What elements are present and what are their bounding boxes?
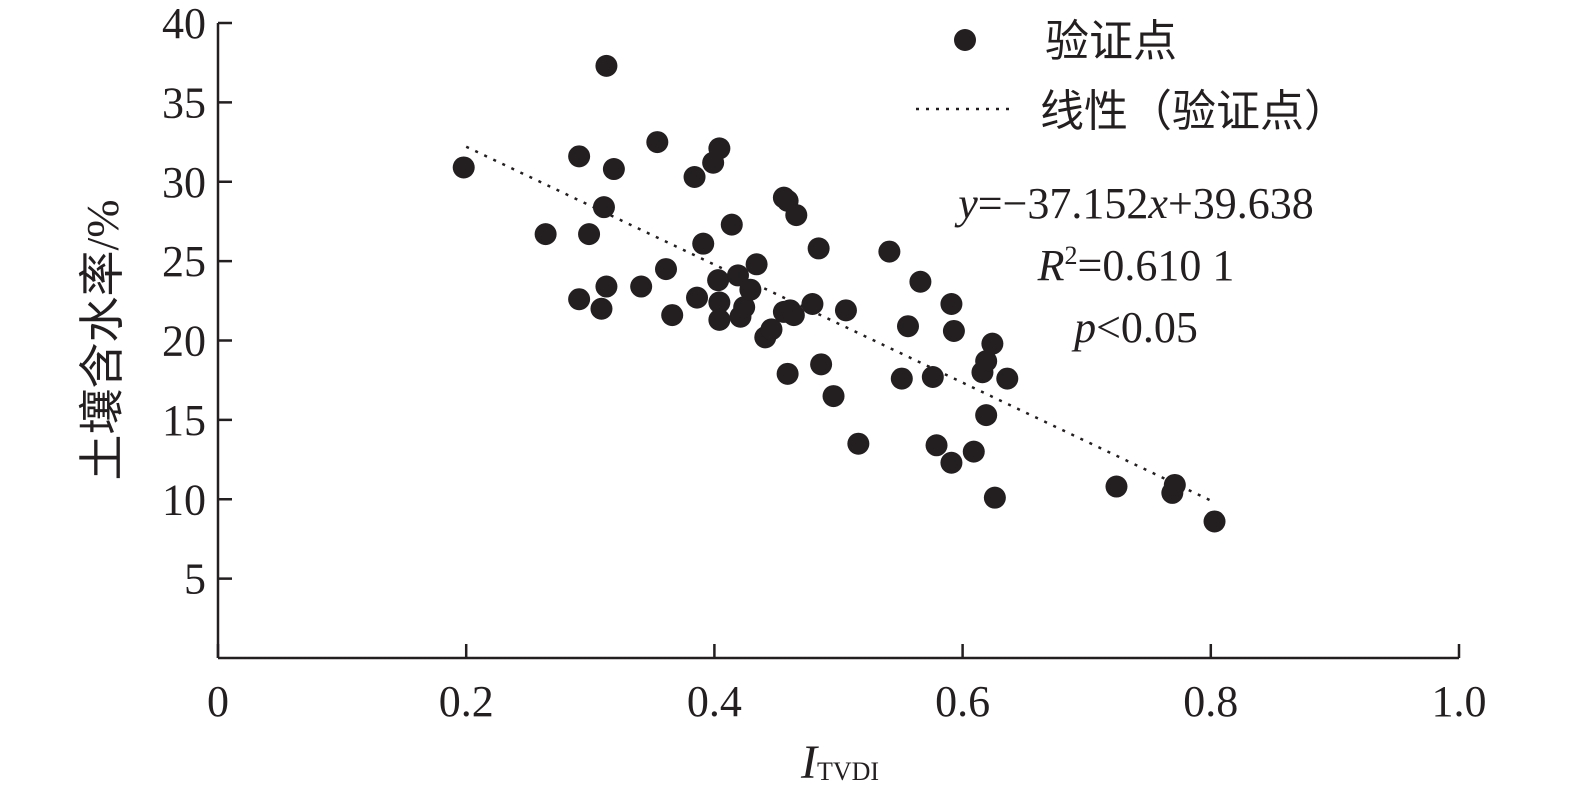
data-point [578,223,601,246]
y-tick-label: 30 [162,158,206,207]
data-points [452,54,1226,533]
data-point [878,240,901,263]
data-point [909,270,932,293]
r2-value: =0.610 1 [1078,241,1235,290]
data-point [568,288,591,311]
data-point [646,131,669,154]
data-point [733,296,756,319]
data-point [452,156,475,179]
r2-text: R2=0.610 1 [1037,241,1235,290]
y-tick-label: 25 [162,237,206,286]
data-point [975,404,998,427]
data-point [921,366,944,389]
p-text: p<0.05 [1071,303,1198,352]
data-point [745,253,768,276]
legend: 验证点 线性（验证点） [916,16,1348,137]
data-point [739,278,762,301]
y-tick-label: 10 [162,475,206,524]
x-tick-label: 0.8 [1183,677,1238,726]
data-point [707,269,730,292]
trendline [465,145,1212,502]
data-point [940,292,963,315]
equation-text: y=−37.152x+39.638 [954,179,1314,228]
data-point [692,232,715,255]
data-point [602,158,625,181]
legend-point-label: 验证点 [1045,16,1177,67]
y-tick-label: 15 [162,396,206,445]
data-point [810,353,833,376]
data-point [1105,475,1128,498]
regression-annotation: y=−37.152x+39.638 R2=0.610 1 p<0.05 [954,179,1314,352]
r2-label: R [1037,241,1065,290]
data-point [801,292,824,315]
data-point [925,434,948,457]
data-point [708,308,731,331]
data-point [785,204,808,227]
legend-point-marker [954,29,976,51]
data-point [962,440,985,463]
equation-x: x [1147,179,1168,228]
equation-coef: =−37.152 [978,179,1149,228]
x-axis-title-main: I [800,736,819,789]
equation-y: y [954,179,978,228]
data-point [630,275,653,298]
data-point [720,213,743,236]
data-point [996,367,1019,390]
data-point [661,304,684,327]
x-tick-label: 0.2 [439,677,494,726]
data-point [975,350,998,373]
data-point [1163,473,1186,496]
data-point [760,318,783,341]
x-axis-title: ITVDI [800,736,879,789]
x-tick-label: 0.6 [935,677,990,726]
data-point [534,223,557,246]
x-ticks: 0 0.2 0.4 0.6 0.8 1.0 [207,644,1487,726]
y-ticks: 5 10 15 20 25 30 35 40 [162,0,232,604]
data-point [890,367,913,390]
x-tick-label: 1.0 [1432,677,1487,726]
data-point [822,385,845,408]
y-axis-title: 土壤含水率/% [77,199,128,480]
data-point [782,304,805,327]
data-point [568,145,591,168]
data-point [655,258,678,281]
y-tick-label: 5 [184,555,206,604]
data-point [590,297,613,320]
data-point [834,299,857,322]
y-tick-label: 35 [162,78,206,127]
y-tick-label: 20 [162,317,206,366]
data-point [1203,510,1226,533]
trendline-group [465,145,1212,502]
data-point [595,275,618,298]
data-point [708,137,731,160]
data-point [981,332,1004,355]
data-point [940,451,963,474]
equation-intercept: +39.638 [1168,179,1314,228]
data-point [726,264,749,287]
data-point [595,54,618,77]
data-point [983,486,1006,509]
data-point [592,196,615,219]
r2-superscript: 2 [1065,241,1078,270]
legend-trend-label: 线性（验证点） [1040,86,1348,137]
y-tick-label: 40 [162,0,206,48]
data-point [686,286,709,309]
data-point [683,165,706,188]
x-axis-title-sub: TVDI [817,757,879,786]
p-label: p [1071,303,1096,352]
p-value: <0.05 [1096,303,1198,352]
x-tick-label: 0 [207,677,229,726]
x-tick-label: 0.4 [687,677,742,726]
data-point [807,237,830,260]
data-point [776,362,799,385]
data-point [708,291,731,314]
data-point [847,432,870,455]
data-point [896,315,919,338]
data-point [942,319,965,342]
